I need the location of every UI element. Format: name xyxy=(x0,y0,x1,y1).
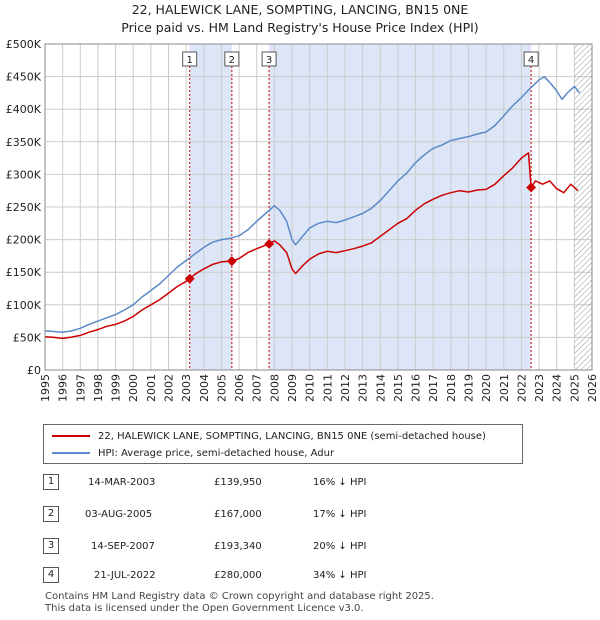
plot-frame xyxy=(44,43,593,371)
transaction-number: 4 xyxy=(43,567,59,583)
transaction-row: 4 21-JUL-2022 £280,000 34% ↓ HPI xyxy=(0,567,600,587)
x-tick-label: 2017 xyxy=(427,374,440,402)
marker-box xyxy=(523,51,539,67)
x-tick-label: 1999 xyxy=(110,374,123,402)
legend-label-property: 22, HALEWICK LANE, SOMPTING, LANCING, BN… xyxy=(98,430,486,442)
x-tick-label: 2006 xyxy=(233,374,246,402)
x-tick-label: 2018 xyxy=(445,374,458,402)
y-tick-label: £450K xyxy=(6,71,42,84)
x-tick-label: 1998 xyxy=(92,374,105,402)
legend-item-hpi: HPI: Average price, semi-detached house,… xyxy=(52,445,334,461)
x-tick-label: 2008 xyxy=(268,374,281,402)
legend-swatch-hpi xyxy=(52,452,90,454)
footer-license: This data is licensed under the Open Gov… xyxy=(45,603,364,614)
x-tick-label: 2013 xyxy=(357,374,370,402)
sale-point xyxy=(526,182,537,193)
y-tick-label: £500K xyxy=(6,38,42,51)
y-tick-label: £250K xyxy=(6,201,42,214)
marker-label: 3 xyxy=(266,55,272,66)
x-tick-label: 2024 xyxy=(551,374,564,402)
y-tick-label: £350K xyxy=(6,136,42,149)
y-tick-label: £200K xyxy=(6,234,42,247)
price-chart: 1 2 3 4 £0 £50K £100K £150K £200K £250K £300K £350… xyxy=(6,38,599,402)
x-tick-label: 2012 xyxy=(339,374,352,402)
transaction-price: £280,000 xyxy=(214,570,262,581)
y-tick-label: £0 xyxy=(27,364,41,377)
x-tick-label: 2003 xyxy=(180,374,193,402)
y-tick-label: £100K xyxy=(6,299,42,312)
y-tick-label: £300K xyxy=(6,168,42,181)
y-tick-label: £400K xyxy=(6,103,42,116)
x-tick-label: 2005 xyxy=(215,374,228,402)
transaction-price: £139,950 xyxy=(214,477,262,488)
marker-label: 1 xyxy=(187,55,193,66)
transaction-date: 14-MAR-2003 xyxy=(88,477,156,488)
x-tick-label: 1996 xyxy=(57,374,70,402)
legend-swatch-property xyxy=(52,435,90,437)
marker-box xyxy=(261,51,277,67)
footer-copyright: Contains HM Land Registry data © Crown c… xyxy=(45,591,434,602)
transaction-row: 3 14-SEP-2007 £193,340 20% ↓ HPI xyxy=(0,538,600,558)
sale-point xyxy=(226,256,237,267)
marker-box xyxy=(182,51,198,67)
transaction-number: 1 xyxy=(43,474,59,490)
transaction-number: 2 xyxy=(43,506,59,522)
series-property-line xyxy=(44,152,579,340)
transaction-hpi-diff: 20% ↓ HPI xyxy=(313,541,367,552)
transaction-date: 21-JUL-2022 xyxy=(94,570,156,581)
marker-label: 2 xyxy=(229,55,235,66)
x-tick-label: 2020 xyxy=(480,374,493,402)
x-tick-label: 2016 xyxy=(410,374,423,402)
x-tick-label: 2009 xyxy=(286,374,299,402)
marker-label: 4 xyxy=(528,55,534,66)
x-tick-label: 2007 xyxy=(251,374,264,402)
transaction-hpi-diff: 34% ↓ HPI xyxy=(313,570,367,581)
x-tick-label: 2000 xyxy=(127,374,140,402)
transaction-date: 03-AUG-2005 xyxy=(85,509,153,520)
x-tick-label: 2022 xyxy=(515,374,528,402)
x-tick-label: 2015 xyxy=(392,374,405,402)
y-tick-label: £150K xyxy=(6,266,42,279)
x-tick-label: 2004 xyxy=(198,374,211,402)
marker-box xyxy=(224,51,240,67)
legend-label-hpi: HPI: Average price, semi-detached house,… xyxy=(98,447,335,459)
chart-title: 22, HALEWICK LANE, SOMPTING, LANCING, BN… xyxy=(131,2,469,17)
sale-point xyxy=(184,273,195,284)
x-tick-label: 2025 xyxy=(568,374,581,402)
sale-point xyxy=(264,238,275,249)
x-tick-label: 2001 xyxy=(145,374,158,402)
x-tick-label: 1995 xyxy=(39,374,52,402)
legend: 22, HALEWICK LANE, SOMPTING, LANCING, BN… xyxy=(43,424,523,464)
transaction-row: 1 14-MAR-2003 £139,950 16% ↓ HPI xyxy=(0,474,600,494)
x-tick-label: 1997 xyxy=(74,374,87,402)
x-tick-label: 2011 xyxy=(321,374,334,402)
legend-item-property: 22, HALEWICK LANE, SOMPTING, LANCING, BN… xyxy=(52,428,486,444)
x-tick-label: 2010 xyxy=(304,374,317,402)
x-tick-label: 2023 xyxy=(533,374,546,402)
y-tick-label: £50K xyxy=(13,331,42,344)
transaction-date: 14-SEP-2007 xyxy=(91,541,155,552)
x-tick-label: 2026 xyxy=(586,374,599,402)
transaction-row: 2 03-AUG-2005 £167,000 17% ↓ HPI xyxy=(0,506,600,526)
transaction-number: 3 xyxy=(43,538,59,554)
transaction-price: £193,340 xyxy=(214,541,262,552)
x-tick-label: 2014 xyxy=(374,374,387,402)
x-tick-label: 2019 xyxy=(462,374,475,402)
transaction-price: £167,000 xyxy=(214,509,262,520)
transaction-hpi-diff: 17% ↓ HPI xyxy=(313,509,367,520)
transaction-hpi-diff: 16% ↓ HPI xyxy=(313,477,367,488)
x-tick-label: 2021 xyxy=(498,374,511,402)
chart-subtitle: Price paid vs. HM Land Registry's House … xyxy=(121,20,479,35)
forecast-hatch xyxy=(574,44,592,370)
series-hpi-line xyxy=(44,75,581,333)
x-tick-label: 2002 xyxy=(163,374,176,402)
